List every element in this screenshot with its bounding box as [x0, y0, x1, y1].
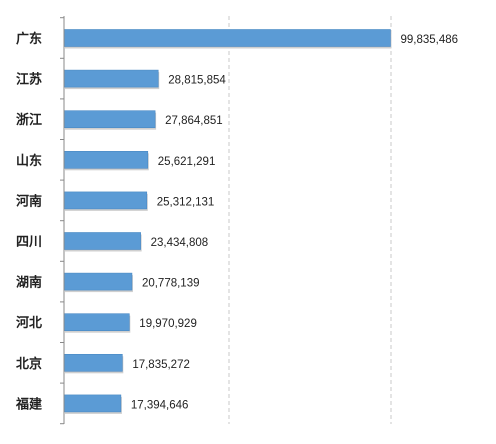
category-label: 北京 — [16, 356, 42, 372]
bar-1 — [63, 29, 391, 47]
value-label: 28,815,854 — [168, 75, 226, 87]
bars — [63, 29, 392, 414]
bar-3 — [63, 110, 156, 128]
category-label: 浙江 — [16, 112, 42, 128]
category-label: 江苏 — [16, 72, 42, 88]
bar-6 — [63, 232, 141, 250]
category-label: 山东 — [16, 153, 42, 169]
bar-5 — [63, 191, 148, 210]
bar-2 — [63, 69, 159, 88]
value-label: 27,864,851 — [165, 115, 223, 127]
labels: 广东 99,835,486 江苏 28,815,854 浙江 27,864,851 山东 25… — [15, 31, 458, 412]
y-axis — [60, 16, 65, 425]
value-label: 17,835,272 — [132, 359, 190, 371]
bar-10 — [63, 394, 122, 413]
category-label: 广东 — [16, 31, 42, 47]
value-label: 17,394,646 — [131, 399, 189, 411]
bar-9 — [63, 353, 123, 372]
bar-4 — [63, 151, 149, 169]
category-label: 四川 — [16, 235, 42, 250]
value-label: 23,434,808 — [151, 237, 209, 249]
category-label: 福建 — [15, 396, 42, 412]
gridlines — [228, 16, 392, 424]
value-label: 25,312,131 — [157, 196, 215, 208]
value-label: 99,835,486 — [400, 34, 458, 46]
category-label: 河北 — [16, 315, 42, 331]
value-label: 20,778,139 — [142, 278, 200, 290]
value-label: 25,621,291 — [158, 156, 216, 168]
bar-8 — [63, 313, 130, 332]
bar-7 — [63, 272, 133, 291]
category-label: 湖南 — [16, 275, 42, 291]
value-label: 19,970,929 — [139, 318, 197, 330]
category-label: 河南 — [16, 193, 42, 209]
